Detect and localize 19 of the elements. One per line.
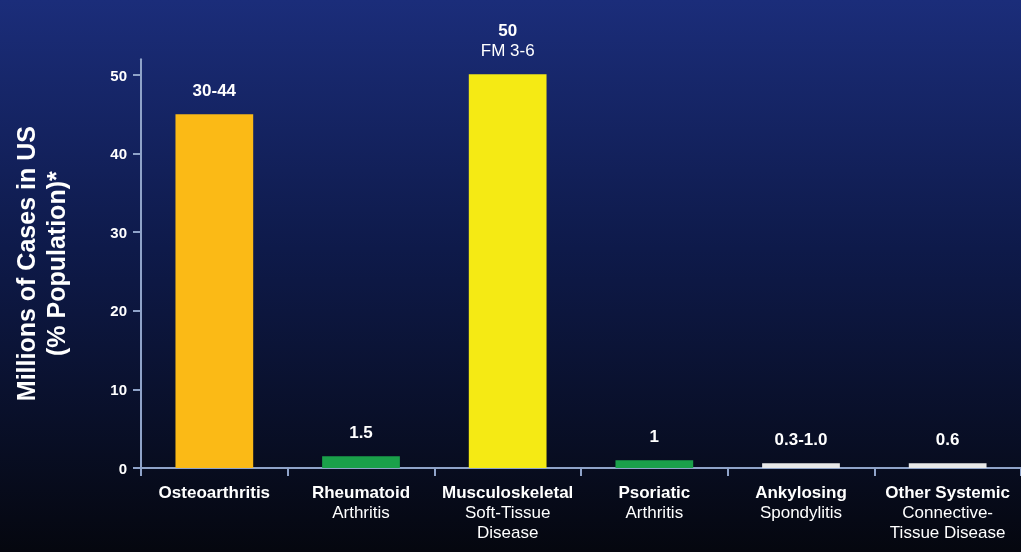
- x-tick-label: Other Systemic Connective- Tissue Disease: [885, 482, 1011, 542]
- y-tick-label: 0: [118, 459, 127, 477]
- x-tick-label: Psoriatic Arthritis: [618, 482, 691, 522]
- data-label: 50 FM 3-6: [480, 20, 535, 60]
- y-tick-label: 10: [110, 380, 127, 398]
- y-tick-label: 30: [110, 223, 127, 241]
- data-label: 1.5: [349, 422, 373, 442]
- y-tick-label: 50: [110, 66, 127, 84]
- data-label: 0.3-1.0: [774, 429, 828, 449]
- x-tick-label: Ankylosing Spondylitis: [755, 482, 847, 522]
- y-tick-label: 20: [110, 302, 127, 320]
- y-tick-label: 40: [110, 145, 127, 163]
- data-label: 30-44: [192, 80, 237, 100]
- data-label: 0.6: [935, 429, 960, 449]
- x-tick-label: Osteoarthritis: [158, 482, 271, 502]
- x-tick-label: Musculoskeletal Soft-Tissue Disease: [442, 482, 574, 542]
- data-label: 1: [649, 426, 660, 446]
- x-tick-label: Rheumatoid Arthritis: [311, 482, 411, 522]
- y-axis-title: Millions of Cases in US (% Population)*: [12, 126, 70, 402]
